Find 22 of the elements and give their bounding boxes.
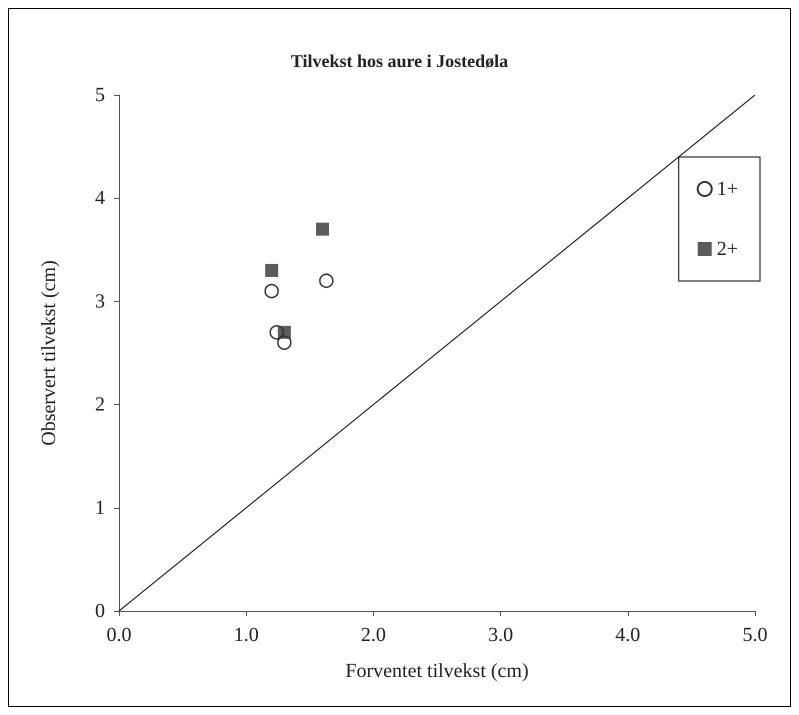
point <box>316 222 330 236</box>
x-tick-label: 5.0 <box>742 624 768 646</box>
point <box>319 274 334 288</box>
x-tick-label: 2.0 <box>360 624 386 646</box>
x-tick-label: 0.0 <box>106 624 132 646</box>
y-tick-label: 2 <box>95 394 105 416</box>
point <box>278 326 291 339</box>
y-tick-label: 5 <box>95 84 105 106</box>
y-tick-label: 1 <box>95 496 105 519</box>
x-tick-label: 1.0 <box>234 624 259 646</box>
point <box>265 264 278 277</box>
point <box>264 284 279 298</box>
legend-label: 2+ <box>716 238 738 260</box>
y-tick-label: 3 <box>95 290 105 312</box>
x-tick-label: 4.0 <box>615 624 640 646</box>
y-axis-title: Observert tilvekst (cm) <box>38 260 60 446</box>
legend-label: 1+ <box>716 178 738 200</box>
x-tick-label: 3.0 <box>488 624 514 646</box>
y-tick-label: 0 <box>95 600 105 622</box>
y-tick-label: 4 <box>95 187 105 210</box>
x-axis-title: Forventet tilvekst (cm) <box>345 660 529 682</box>
chart-title: Tilvekst hos aure i Jostedøla <box>290 51 508 71</box>
